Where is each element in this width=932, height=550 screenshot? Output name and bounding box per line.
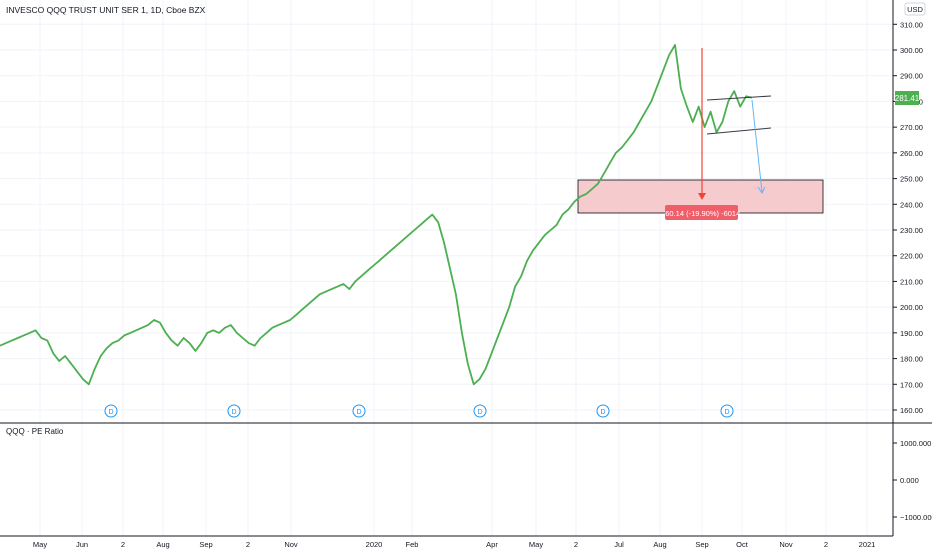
dividend-marker-label: D — [108, 409, 113, 416]
dividend-marker — [720, 404, 734, 418]
price-tick-label: 230.00 — [900, 226, 923, 235]
dividend-marker-label: D — [724, 409, 729, 416]
pe-tick-label: −1000.000 — [900, 513, 932, 522]
time-tick-label: 2 — [824, 540, 828, 549]
price-tick-label: 260.00 — [900, 149, 923, 158]
grid-lines — [0, 0, 893, 536]
dividend-marker — [227, 404, 241, 418]
time-tick-label: Sep — [695, 540, 708, 549]
time-tick-label: May — [529, 540, 543, 549]
time-tick-label: 2 — [121, 540, 125, 549]
time-tick-label: Nov — [779, 540, 793, 549]
price-tick-label: 300.00 — [900, 46, 923, 55]
price-tick-label: 290.00 — [900, 72, 923, 81]
price-tick-label: 240.00 — [900, 200, 923, 209]
time-tick-label: Aug — [653, 540, 666, 549]
projection-arrowhead — [757, 186, 766, 194]
currency-tag-box[interactable] — [904, 2, 926, 16]
price-tick-label: 180.00 — [900, 355, 923, 364]
time-axis[interactable]: May Jun 2 Aug Sep 2 Nov 2020 Feb Apr May 2 Jul Aug Sep… — [33, 540, 875, 549]
price-tick-label: 250.00 — [900, 175, 923, 184]
price-tick-label: 220.00 — [900, 252, 923, 261]
dividend-marker-label: D — [356, 409, 361, 416]
time-tick-label: Nov — [284, 540, 298, 549]
price-tick-label: 310.00 — [900, 20, 923, 29]
dividend-marker-label: D — [600, 409, 605, 416]
time-tick-label: 2021 — [859, 540, 876, 549]
dividend-marker-label: D — [231, 409, 236, 416]
measure-arrowhead — [698, 193, 706, 200]
channel-bottom-line[interactable] — [706, 127, 772, 135]
dividend-marker — [473, 404, 487, 418]
time-tick-label: Sep — [199, 540, 212, 549]
currency-tag[interactable]: USD — [907, 5, 923, 14]
time-tick-label: Jul — [614, 540, 624, 549]
pe-ratio-axis[interactable]: 1000.000 0.000 −1000.000 — [893, 439, 932, 522]
price-tick-label: 210.00 — [900, 277, 923, 286]
price-tick-label: 200.00 — [900, 303, 923, 312]
time-tick-label: Oct — [736, 540, 749, 549]
time-tick-label: Aug — [156, 540, 169, 549]
channel-top-line[interactable] — [706, 95, 772, 101]
pe-tick-label: 1000.000 — [900, 439, 931, 448]
time-tick-label: 2 — [246, 540, 250, 549]
time-tick-label: 2020 — [366, 540, 383, 549]
dividend-marker — [104, 404, 118, 418]
time-tick-label: Feb — [406, 540, 419, 549]
price-tick-label: 170.00 — [900, 380, 923, 389]
dividend-marker — [596, 404, 610, 418]
chart-title: INVESCO QQQ TRUST UNIT SER 1, 1D, Cboe B… — [6, 5, 206, 15]
price-tick-label: 190.00 — [900, 329, 923, 338]
price-line[interactable] — [0, 44, 753, 386]
dividend-marker — [352, 404, 366, 418]
time-tick-label: May — [33, 540, 47, 549]
time-tick-label: 2 — [574, 540, 578, 549]
pe-ratio-title: QQQ · PE Ratio — [6, 427, 64, 436]
time-tick-label: Apr — [486, 540, 498, 549]
measure-label-box[interactable] — [665, 205, 738, 220]
price-tick-label: 160.00 — [900, 406, 923, 415]
pe-tick-label: 0.000 — [900, 476, 919, 485]
time-tick-label: Jun — [76, 540, 88, 549]
price-axis[interactable]: 160.00 170.00 180.00 190.00 200.00 210.00 220.… — [893, 20, 923, 415]
dividend-marker-label: D — [477, 409, 482, 416]
last-price-badge-box — [895, 91, 919, 105]
last-price-badge: 281.41 — [895, 94, 920, 103]
measure-label[interactable]: -60.14 (-19.90%) -6014 — [663, 209, 741, 218]
projection-arrow[interactable] — [751, 99, 763, 193]
price-tick-label: 270.00 — [900, 123, 923, 132]
